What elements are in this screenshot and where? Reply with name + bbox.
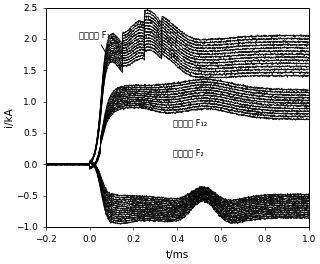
Text: 正向故障 F₁₁: 正向故障 F₁₁ — [79, 31, 113, 59]
Y-axis label: i/kA: i/kA — [4, 107, 14, 127]
X-axis label: t/ms: t/ms — [165, 250, 189, 260]
Text: 正向故障 F₁₂: 正向故障 F₁₂ — [173, 119, 207, 128]
Text: 反向故障 F₂: 反向故障 F₂ — [173, 148, 204, 157]
